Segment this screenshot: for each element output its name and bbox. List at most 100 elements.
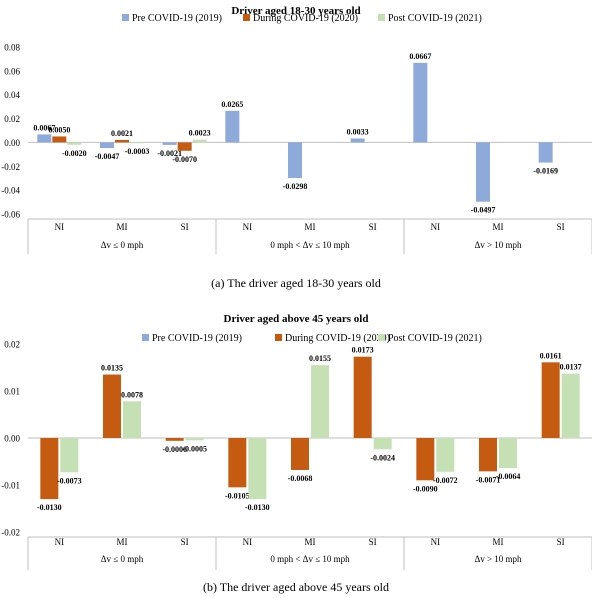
- chart-a-legend-swatch-2: [243, 14, 250, 21]
- chart-b-data-label: -0.0072: [433, 476, 458, 485]
- chart-b-bar: [103, 374, 121, 438]
- chart-a-ytick-label: -0.04: [1, 186, 20, 196]
- chart-b-legend-swatch-3: [378, 334, 385, 341]
- chart-b-data-label: 0.0078: [121, 390, 143, 399]
- chart-a-bar: [192, 139, 207, 143]
- chart-b-bar: [541, 362, 560, 438]
- chart-a-data-label: -0.0003: [125, 147, 150, 156]
- chart-a-group-label: Δv ≤ 0 mph: [101, 240, 144, 250]
- chart-a-category-label: MI: [305, 222, 316, 232]
- chart-b-legend-swatch-1: [142, 334, 149, 341]
- chart-a-data-label: -0.0169: [533, 167, 558, 176]
- chart-b-data-label: -0.0105: [225, 491, 250, 500]
- chart-b-data-label: 0.0137: [560, 363, 582, 372]
- chart-a-data-label: 0.0667: [409, 52, 431, 61]
- chart-b-category-label: NI: [55, 537, 65, 547]
- chart-a-legend-label-1: Pre COVID-19 (2019): [132, 13, 222, 24]
- chart-a-data-label: 0.0021: [111, 129, 133, 138]
- chart-a-bar: [413, 62, 428, 143]
- chart-a-bar: [350, 138, 365, 143]
- chart-a-bar: [100, 142, 114, 149]
- chart-b-legend-label-1: Pre COVID-19 (2019): [152, 333, 242, 344]
- chart-b-group-label: 0 mph < Δv ≤ 10 mph: [270, 554, 350, 564]
- chart-a-ytick-label: 0.04: [4, 90, 20, 100]
- chart-a-data-label: -0.0047: [95, 152, 120, 161]
- chart-a-ytick-label: -0.06: [1, 210, 20, 220]
- chart-a-group-label: 0 mph < Δv ≤ 10 mph: [270, 240, 350, 250]
- chart-b-bar: [353, 356, 372, 438]
- chart-a-bar: [538, 142, 553, 163]
- caption-a: (a) The driver aged 18-30 years old: [211, 276, 381, 290]
- chart-b-category-label: MI: [117, 537, 128, 547]
- chart-b-bar: [479, 438, 497, 472]
- chart-a-data-label: -0.0497: [471, 206, 496, 215]
- chart-b-bar: [291, 438, 309, 470]
- chart-a-ytick-label: 0.00: [4, 138, 20, 148]
- chart-a-bar: [177, 142, 192, 151]
- chart-a-bar: [162, 142, 177, 145]
- chart-a-data-label: 0.0067: [33, 123, 55, 132]
- chart-b-bar: [436, 438, 455, 472]
- chart-a-ytick-label: 0.06: [4, 66, 20, 76]
- chart-a-legend-label-3: Post COVID-19 (2021): [388, 13, 482, 24]
- chart-b-data-label: 0.0173: [352, 346, 374, 355]
- chart-a-ytick-label: -0.02: [1, 162, 20, 172]
- chart-b-data-label: -0.0090: [413, 484, 438, 493]
- chart-a-data-label: -0.0298: [283, 182, 308, 191]
- chart-b-ytick-label: 0.01: [4, 387, 20, 397]
- chart-a-legend-label-2: During COVID-19 (2020): [253, 13, 358, 24]
- chart-a-data-label: -0.0020: [62, 149, 87, 158]
- chart-a-bar: [52, 136, 67, 143]
- chart-a-category-label: SI: [181, 222, 189, 232]
- chart-b-ytick-label: 0.02: [4, 340, 20, 350]
- chart-a-bar: [67, 142, 82, 145]
- chart-b-bar: [40, 438, 59, 500]
- chart-a-category-label: SI: [557, 222, 565, 232]
- chart-b-data-label: -0.0006: [162, 445, 187, 454]
- chart-a-data-label: 0.0023: [189, 129, 211, 138]
- chart-b-category-label: SI: [369, 537, 377, 547]
- chart-b-legend-swatch-2: [275, 334, 282, 341]
- chart-b-ytick-label: -0.02: [1, 528, 20, 538]
- chart-b-data-label: -0.0071: [476, 475, 501, 484]
- chart-b-bar: [228, 438, 247, 488]
- chart-b-category-label: MI: [493, 537, 504, 547]
- chart-b-title: Driver aged above 45 years old: [224, 313, 369, 325]
- chart-a-title: Driver aged 18-30 years old: [231, 5, 360, 17]
- chart-b-data-label: -0.0024: [370, 453, 395, 462]
- chart-b-bar: [561, 373, 580, 438]
- chart-b-bar: [248, 438, 267, 500]
- chart-a-data-label: 0.0033: [347, 127, 369, 136]
- chart-b-data-label: -0.0005: [182, 444, 207, 453]
- chart-b-data-label: -0.0073: [57, 476, 82, 485]
- chart-a-category-label: MI: [493, 222, 504, 232]
- chart-a-bar: [115, 139, 129, 143]
- caption-b: (b) The driver aged above 45 years old: [202, 580, 390, 594]
- chart-b-bar: [311, 365, 329, 438]
- chart-b-category-label: MI: [305, 537, 316, 547]
- chart-a-ytick-label: 0.08: [4, 43, 20, 53]
- chart-b-data-label: 0.0161: [540, 351, 562, 360]
- chart-a-category-label: NI: [243, 222, 253, 232]
- chart-a-legend-swatch-1: [122, 14, 129, 21]
- chart-a-legend-swatch-3: [378, 14, 385, 21]
- chart-b-data-label: -0.0064: [496, 472, 521, 481]
- chart-a-group-label: Δv > 10 mph: [474, 240, 522, 250]
- chart-a-bar: [37, 134, 52, 143]
- chart-b-category-label: NI: [243, 537, 253, 547]
- chart-a-data-label: -0.0070: [172, 155, 197, 164]
- chart-a-bar: [476, 142, 490, 202]
- chart-b-data-label: -0.0130: [37, 503, 62, 512]
- chart-b-bar: [185, 438, 204, 441]
- chart-a-data-label: 0.0265: [221, 100, 243, 109]
- chart-a-bar: [130, 142, 144, 144]
- chart-b-bar: [499, 438, 517, 469]
- chart-b-group-label: Δv ≤ 0 mph: [101, 554, 144, 564]
- chart-a-data-label: -0.0021: [157, 149, 182, 158]
- chart-b-ytick-label: -0.01: [1, 481, 20, 491]
- chart-b-data-label: 0.0155: [309, 354, 331, 363]
- chart-b-bar: [123, 401, 141, 438]
- chart-b-ytick-label: 0.00: [4, 434, 20, 444]
- chart-a-ytick-label: 0.02: [4, 114, 20, 124]
